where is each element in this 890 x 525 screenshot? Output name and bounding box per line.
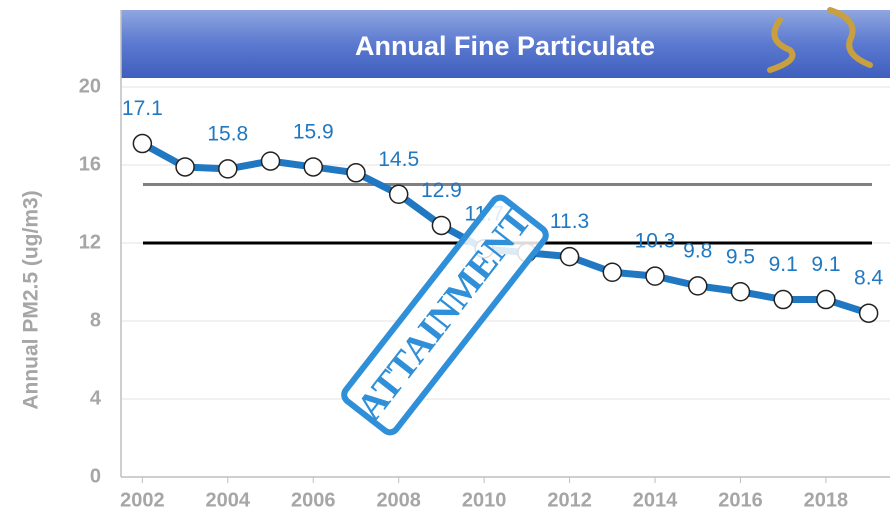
value-label: 9.5 [726,245,755,268]
value-label: 17.1 [122,97,163,120]
value-label: 9.1 [811,253,840,276]
title-banner [121,10,890,78]
x-tick-label: 2010 [462,489,507,511]
data-point [730,282,751,302]
x-tick-label: 2014 [633,489,678,511]
data-point [431,215,452,236]
x-tick-label: 2004 [206,489,251,511]
data-point [816,289,836,310]
value-label: 15.8 [207,122,248,145]
value-label: 9.1 [769,253,798,276]
data-point [773,289,793,310]
data-point [218,159,238,179]
data-point [346,163,366,183]
data-point [260,151,281,171]
y-axis-label: Annual PM2.5 (ug/m3) [20,190,43,409]
y-tick-label: 16 [79,153,101,175]
x-tick-label: 2008 [376,489,421,511]
decoration [767,7,873,73]
value-label: 8.4 [854,267,884,290]
data-point [303,157,323,177]
chart-title: Annual Fine Particulate [355,31,655,61]
y-tick-label: 20 [79,75,101,97]
x-tick-label: 2018 [804,489,849,511]
x-tick-label: 2002 [120,489,165,511]
data-point [132,133,153,154]
value-label: 9.8 [683,239,712,262]
data-point [388,184,409,204]
data-point [602,262,623,282]
value-label: 12.9 [421,179,462,202]
data-point [688,276,708,296]
value-label: 15.9 [293,120,334,143]
x-tick-label: 2006 [291,489,336,511]
y-tick-label: 12 [79,231,101,253]
value-label: 11.3 [550,210,589,233]
data-point [858,303,879,323]
data-point [559,246,580,267]
data-point [645,266,665,286]
y-tick-label: 0 [90,465,101,487]
y-tick-label: 4 [90,387,102,409]
x-tick-label: 2016 [718,489,763,511]
x-tick-label: 2012 [547,489,592,511]
stamp-border [341,194,549,436]
value-label: 14.5 [378,148,419,171]
data-point [175,157,195,177]
y-tick-label: 8 [90,309,101,331]
value-label: 10.3 [635,230,676,253]
